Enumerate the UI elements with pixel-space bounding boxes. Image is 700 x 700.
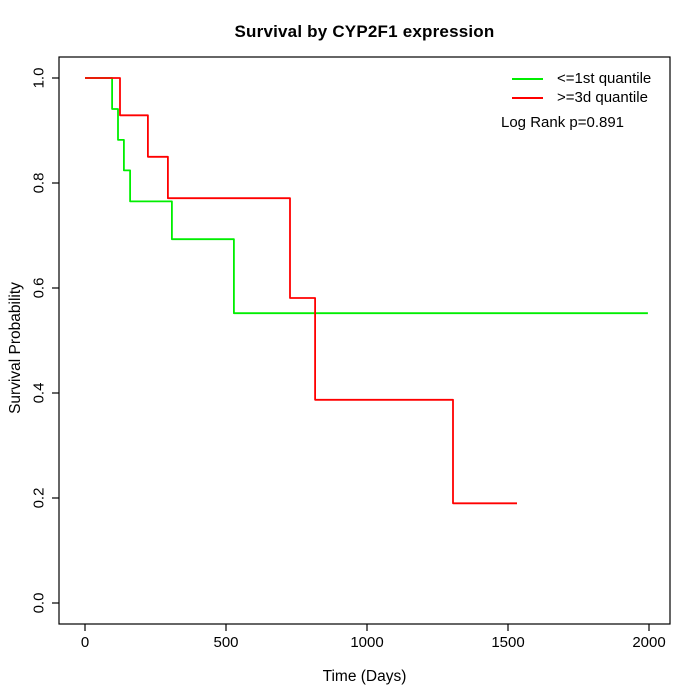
legend-label: >=3d quantile [557,89,648,106]
survival-curve-low [85,77,648,315]
legend-item: >=3d quantile [512,88,651,107]
legend-item: <=1st quantile [512,69,651,88]
x-axis-title: Time (Days) [322,668,407,685]
y-tick-label: 0.2 [30,487,48,509]
legend: <=1st quantile >=3d quantile [512,69,651,107]
legend-line-swatch [512,77,543,80]
y-tick-label: 0.0 [30,592,48,614]
x-tick-label: 500 [213,634,239,651]
y-tick-label: 0.8 [30,172,48,194]
x-tick-label: 1500 [491,634,525,651]
chart-title: Survival by CYP2F1 expression [234,22,495,41]
x-tick-label: 0 [80,634,90,651]
y-axis-title: Survival Probability [7,282,24,414]
log-rank-annotation: Log Rank p=0.891 [501,114,625,131]
x-tick-label: 2000 [632,634,666,651]
survival-curve-high [85,77,517,505]
y-tick-label: 0.6 [30,277,48,299]
y-tick-label: 1.0 [30,67,48,89]
plot-box [58,56,671,625]
y-tick-label: 0.4 [30,382,48,404]
legend-label: <=1st quantile [557,70,652,87]
legend-line-swatch [512,96,543,99]
x-tick-label: 1000 [350,634,384,651]
